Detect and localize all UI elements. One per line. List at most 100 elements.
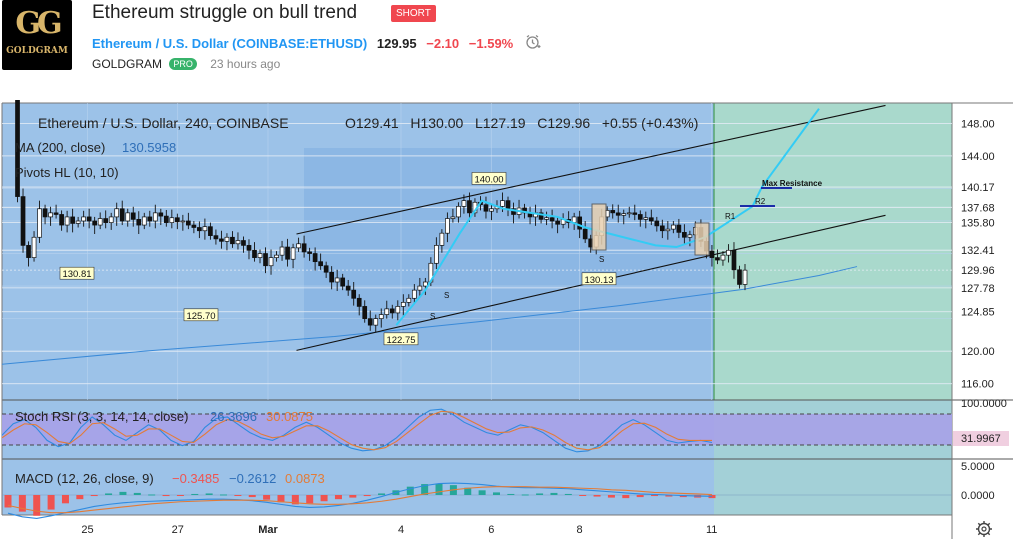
macd-hist-bar <box>248 495 256 498</box>
candle-body <box>141 216 147 226</box>
price-tick-label: 140.17 <box>961 182 995 194</box>
candle-body <box>461 200 467 207</box>
macd-hist-bar <box>277 495 285 503</box>
macd-hist-bar <box>492 492 500 495</box>
price-axis[interactable]: 148.00 144.00 140.17 137.68 135.80 132.41 129.… <box>961 118 995 390</box>
macd-signal-line <box>7 486 713 514</box>
r1-label: R1 <box>725 212 736 221</box>
candle-body <box>75 220 81 224</box>
author-name-link[interactable]: GOLDGRAM <box>92 57 163 71</box>
macd-hist-bar <box>593 495 601 497</box>
candle-body <box>659 225 665 232</box>
macd-hist-bar <box>176 495 184 496</box>
candle-body <box>169 217 175 223</box>
candle-body <box>687 234 693 238</box>
candle-body <box>505 200 511 210</box>
macd-hist-bar <box>47 495 55 510</box>
candle-body <box>147 216 153 222</box>
last-price: 129.95 <box>376 36 417 51</box>
candle-body <box>610 210 616 214</box>
candle-body <box>329 271 335 283</box>
macd-hist-bar <box>76 495 84 500</box>
symbol-name-link[interactable]: Ethereum / U.S. Dollar <box>92 36 229 51</box>
logo-mark: GG <box>15 6 62 41</box>
candle-body <box>411 289 417 299</box>
candle-body <box>108 216 114 223</box>
price-tick-label: 148.00 <box>961 118 995 130</box>
candle-body <box>362 306 368 319</box>
macd-pane: MACD (12, 26, close, 9) −0.3485 −0.2612 … <box>2 461 995 519</box>
highlight-box-1 <box>591 203 607 251</box>
macd-axis-top: 5.0000 <box>961 461 995 473</box>
symbol-code-link[interactable]: (COINBASE:ETHUSD) <box>232 36 368 51</box>
candle-body <box>285 246 290 260</box>
support-label-2: S <box>444 291 449 300</box>
candle-body <box>103 218 109 223</box>
candle-body <box>439 232 445 246</box>
macd-hist-bar <box>263 495 271 500</box>
candle-body <box>224 236 230 242</box>
candle-body <box>621 213 627 216</box>
price-axis-background <box>952 103 1013 515</box>
stoch-d-line <box>1 410 712 451</box>
logo-brand-text: GOLDGRAM <box>6 46 68 56</box>
price-tick-label: 124.85 <box>961 307 995 319</box>
candle-body <box>114 208 120 218</box>
macd-line <box>7 482 713 519</box>
candle-body <box>643 217 649 220</box>
candle-body <box>263 253 268 267</box>
candle-body <box>538 212 544 220</box>
macd-hist-bar <box>708 495 716 499</box>
macd-hist-bar <box>33 495 41 516</box>
legend-symbol: Ethereum / U.S. Dollar, 240, COINBASE <box>38 115 289 131</box>
pivot-label-text: 130.81 <box>62 269 91 280</box>
price-tick-label: 127.78 <box>961 283 995 295</box>
macd-hist-bar <box>349 495 357 498</box>
candle-body <box>186 220 191 226</box>
settings-gear-icon[interactable] <box>976 521 992 537</box>
candle-body <box>648 217 654 222</box>
price-tick-label: 116.00 <box>961 379 994 391</box>
macd-hist-bar <box>191 493 199 495</box>
legend-pivots-label: Pivots HL (10, 10) <box>15 165 119 180</box>
pivot-label-box <box>59 266 95 280</box>
macd-hist-bar <box>464 487 472 495</box>
time-axis[interactable]: 25 27 Mar 4 6 8 11 <box>81 524 717 536</box>
candlesticks <box>15 100 748 333</box>
candle-body <box>158 212 164 217</box>
projection-zone <box>714 103 952 400</box>
candle-body <box>577 216 583 230</box>
alarm-clock-icon[interactable] <box>525 34 541 53</box>
candle-body <box>720 254 726 261</box>
candle-body <box>268 257 274 267</box>
macd-hist-bar <box>378 493 386 495</box>
price-change: −2.10 <box>426 36 460 51</box>
candle-body <box>726 249 731 256</box>
time-tick-label: 8 <box>577 524 583 536</box>
channel-upper-line <box>296 104 886 235</box>
pivot-label-text: 130.13 <box>584 275 613 286</box>
price-tick-label: 135.80 <box>961 218 995 230</box>
candle-body <box>59 214 64 226</box>
author-logo[interactable]: GG GOLDGRAM <box>2 0 72 70</box>
candle-body <box>246 245 252 251</box>
candle-body <box>197 227 202 232</box>
time-tick-label: 11 <box>706 524 717 536</box>
macd-hist-bar <box>90 495 98 497</box>
price-chart[interactable]: Max Resistance R2 R1 S S S 140.00130.811… <box>0 100 1013 539</box>
candle-body <box>70 216 75 224</box>
macd-hist-value: −0.3485 <box>172 471 219 486</box>
macd-hist-bar <box>607 495 615 498</box>
candle-body <box>715 257 720 261</box>
candle-body <box>434 245 439 264</box>
candle-body <box>483 204 489 212</box>
candle-body <box>312 253 318 263</box>
macd-hist-bar <box>119 491 127 495</box>
stoch-label: Stoch RSI (3, 3, 14, 14, close) <box>15 409 188 424</box>
candle-body <box>676 224 682 233</box>
stoch-axis-top: 100.0000 <box>961 398 1007 410</box>
support-label-3: S <box>430 312 435 321</box>
candle-body <box>235 240 241 245</box>
macd-hist-bar <box>536 493 544 495</box>
candle-body <box>682 232 687 238</box>
